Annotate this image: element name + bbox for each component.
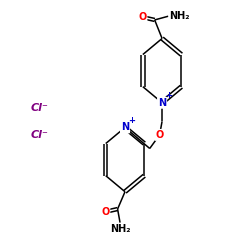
Text: Cl⁻: Cl⁻ (31, 103, 49, 113)
Text: Cl⁻: Cl⁻ (31, 130, 49, 140)
Text: NH₂: NH₂ (170, 11, 190, 21)
Text: N: N (121, 122, 129, 132)
Text: NH₂: NH₂ (110, 224, 130, 234)
Text: N: N (158, 98, 166, 108)
Text: +: + (165, 91, 172, 100)
Text: O: O (101, 206, 109, 216)
Text: +: + (128, 116, 135, 125)
Text: O: O (156, 130, 164, 140)
Text: O: O (138, 12, 146, 22)
